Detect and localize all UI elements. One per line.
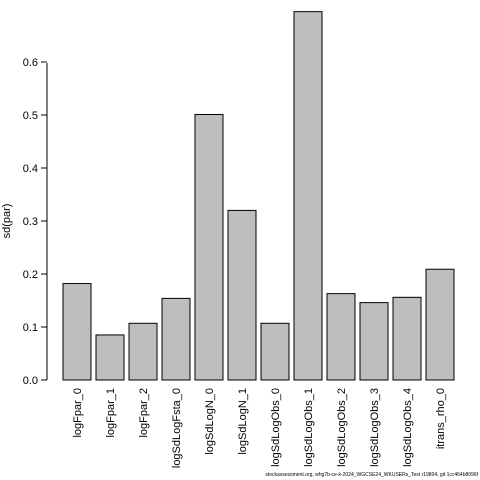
bar-logSdLogObs_2 (326, 293, 356, 381)
x-tick-label: itrans_rho_0 (435, 388, 447, 449)
y-tick-label: 0.2 (23, 269, 38, 281)
x-tick-label: logFpar_0 (72, 388, 84, 438)
x-tick-label: logSdLogN_1 (237, 388, 249, 455)
x-tick-label: logSdLogObs_1 (303, 388, 315, 467)
x-tick-label: logFpar_2 (138, 388, 150, 438)
bar-logSdLogObs_0 (260, 322, 290, 381)
y-tick-label: 0.3 (23, 216, 38, 228)
x-tick-label: logSdLogObs_2 (336, 388, 348, 467)
bar-logSdLogN_1 (227, 209, 257, 381)
x-tick-label: logSdLogObs_0 (270, 388, 282, 467)
y-tick-label: 0.6 (23, 57, 38, 69)
y-tick-label: 0.0 (23, 375, 38, 387)
bar-logSdLogFsta_0 (161, 297, 191, 381)
bar-itrans_rho_0 (425, 268, 455, 381)
x-axis-labels: logFpar_0 logFpar_1 logFpar_2 logSdLogFsta_… (72, 388, 447, 468)
x-tick-label: logSdLogN_0 (204, 388, 216, 455)
y-tick-label: 0.5 (23, 110, 38, 122)
x-tick-label: logFpar_1 (105, 388, 117, 438)
x-tick-label: logSdLogObs_3 (369, 388, 381, 467)
footnote: stockassessment.org, whg7b-ce-k-2024_WGC… (265, 472, 478, 478)
x-tick-label: logSdLogObs_4 (402, 388, 414, 467)
bar-logSdLogObs_1 (293, 11, 323, 381)
y-tick-label: 0.1 (23, 322, 38, 334)
bar-logFpar_1 (95, 334, 125, 381)
bar-logSdLogObs_3 (359, 302, 389, 381)
bar-logSdLogObs_4 (392, 296, 422, 381)
y-axis: 0.0 0.1 0.2 0.3 0.4 0.5 0.6 (23, 57, 47, 387)
bar-logFpar_0 (62, 283, 92, 381)
bar-logFpar_2 (128, 322, 158, 381)
bars (62, 11, 455, 381)
bar-logSdLogN_0 (194, 113, 224, 381)
y-axis-title: sd(par) (1, 204, 13, 239)
x-tick-label: logSdLogFsta_0 (171, 388, 183, 468)
y-tick-label: 0.4 (23, 163, 38, 175)
